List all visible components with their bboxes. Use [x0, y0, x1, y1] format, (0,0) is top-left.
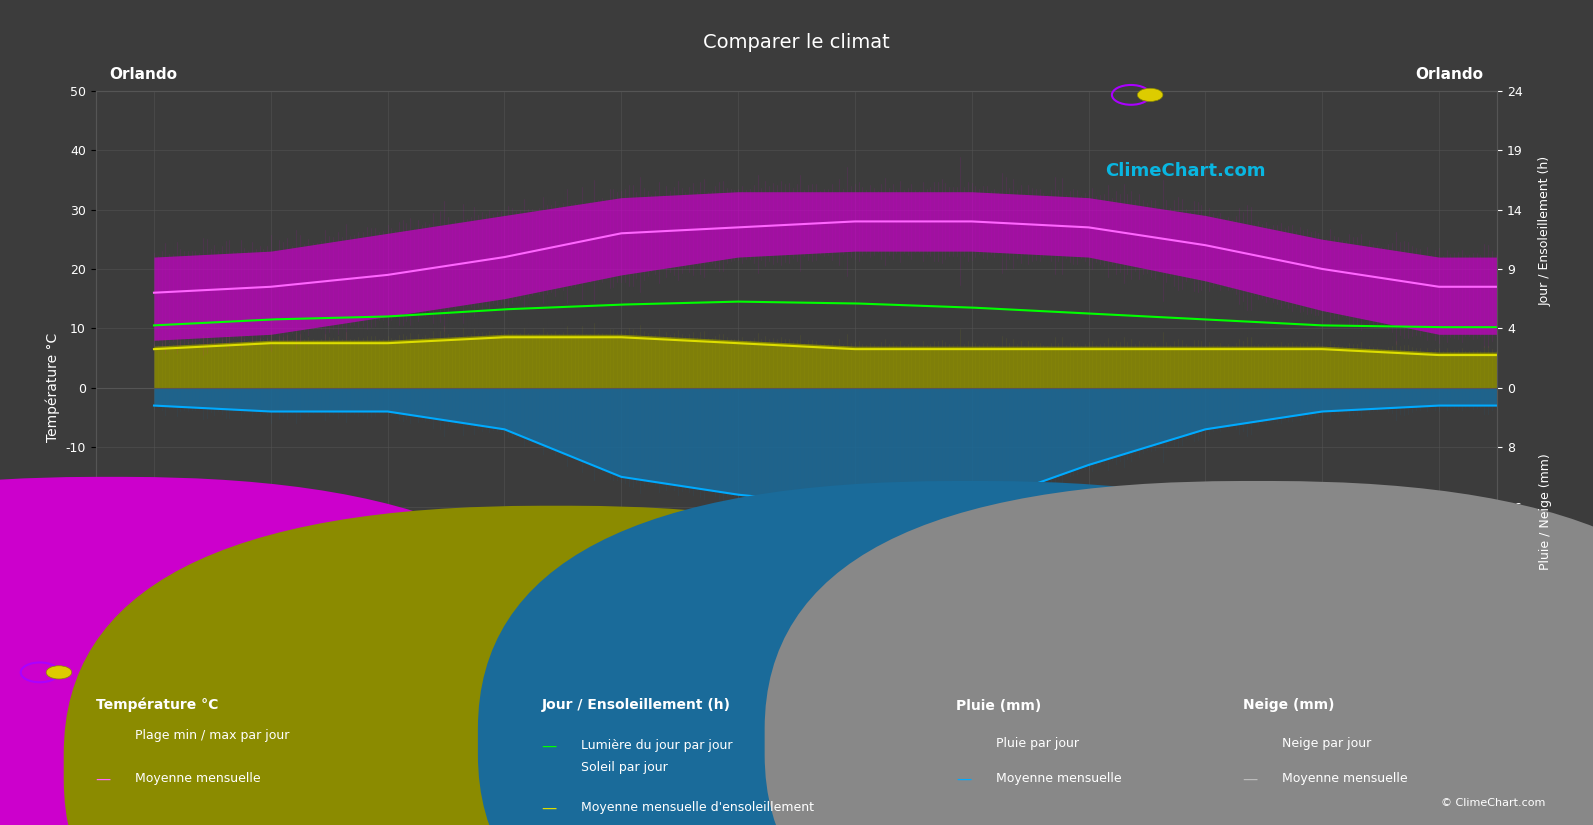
Text: Jour / Ensoleillement (h): Jour / Ensoleillement (h): [542, 699, 731, 713]
Text: —: —: [542, 800, 558, 816]
Text: Moyenne mensuelle d'ensoleillement: Moyenne mensuelle d'ensoleillement: [581, 801, 814, 814]
Text: Soleil par jour: Soleil par jour: [581, 761, 667, 775]
Text: —: —: [1243, 771, 1258, 787]
Text: Lumière du jour par jour: Lumière du jour par jour: [581, 739, 733, 752]
Text: Comparer le climat: Comparer le climat: [703, 33, 890, 52]
Text: Plage min / max par jour: Plage min / max par jour: [135, 729, 290, 742]
Text: ClimeChart.com: ClimeChart.com: [137, 614, 298, 631]
Text: Moyenne mensuelle: Moyenne mensuelle: [1282, 772, 1408, 785]
Text: —: —: [96, 771, 112, 787]
Text: Jour / Ensoleillement (h): Jour / Ensoleillement (h): [1539, 156, 1552, 306]
Text: —: —: [956, 771, 972, 787]
Text: Température °C: Température °C: [96, 698, 218, 713]
Text: Pluie / Neige (mm): Pluie / Neige (mm): [1539, 453, 1552, 570]
Text: Moyenne mensuelle: Moyenne mensuelle: [996, 772, 1121, 785]
Text: —: —: [542, 738, 558, 754]
Text: Moyenne mensuelle: Moyenne mensuelle: [135, 772, 261, 785]
Text: Neige par jour: Neige par jour: [1282, 737, 1372, 750]
Text: Orlando: Orlando: [1416, 67, 1483, 82]
Text: ClimeChart.com: ClimeChart.com: [1106, 162, 1265, 180]
Text: Neige (mm): Neige (mm): [1243, 699, 1333, 713]
Text: Pluie par jour: Pluie par jour: [996, 737, 1078, 750]
Text: © ClimeChart.com: © ClimeChart.com: [1440, 799, 1545, 808]
Text: Orlando: Orlando: [110, 67, 177, 82]
Text: Pluie (mm): Pluie (mm): [956, 699, 1042, 713]
Y-axis label: Température °C: Température °C: [45, 333, 61, 442]
